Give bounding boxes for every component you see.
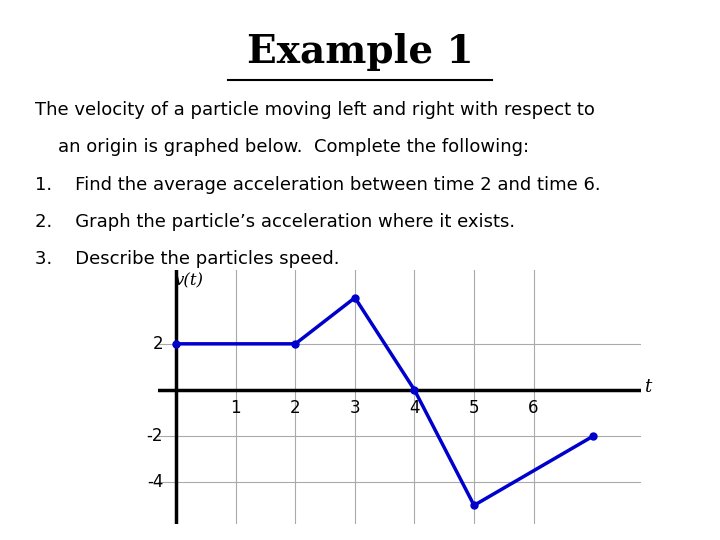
Text: 2: 2: [153, 335, 163, 353]
Text: -4: -4: [147, 473, 163, 491]
Text: t: t: [644, 378, 651, 396]
Text: 2.    Graph the particle’s acceleration where it exists.: 2. Graph the particle’s acceleration whe…: [35, 213, 516, 231]
Text: 1.    Find the average acceleration between time 2 and time 6.: 1. Find the average acceleration between…: [35, 176, 600, 193]
Text: 5: 5: [469, 399, 480, 417]
Text: an origin is graphed below.  Complete the following:: an origin is graphed below. Complete the…: [35, 138, 529, 156]
Text: 3.    Describe the particles speed.: 3. Describe the particles speed.: [35, 251, 340, 268]
Text: The velocity of a particle moving left and right with respect to: The velocity of a particle moving left a…: [35, 100, 595, 119]
Text: 4: 4: [409, 399, 420, 417]
Text: Example 1: Example 1: [247, 33, 473, 71]
Text: 3: 3: [350, 399, 360, 417]
Text: v(t): v(t): [175, 272, 204, 289]
Text: 1: 1: [230, 399, 241, 417]
Text: -2: -2: [147, 427, 163, 445]
Text: 6: 6: [528, 399, 539, 417]
Text: 2: 2: [290, 399, 301, 417]
